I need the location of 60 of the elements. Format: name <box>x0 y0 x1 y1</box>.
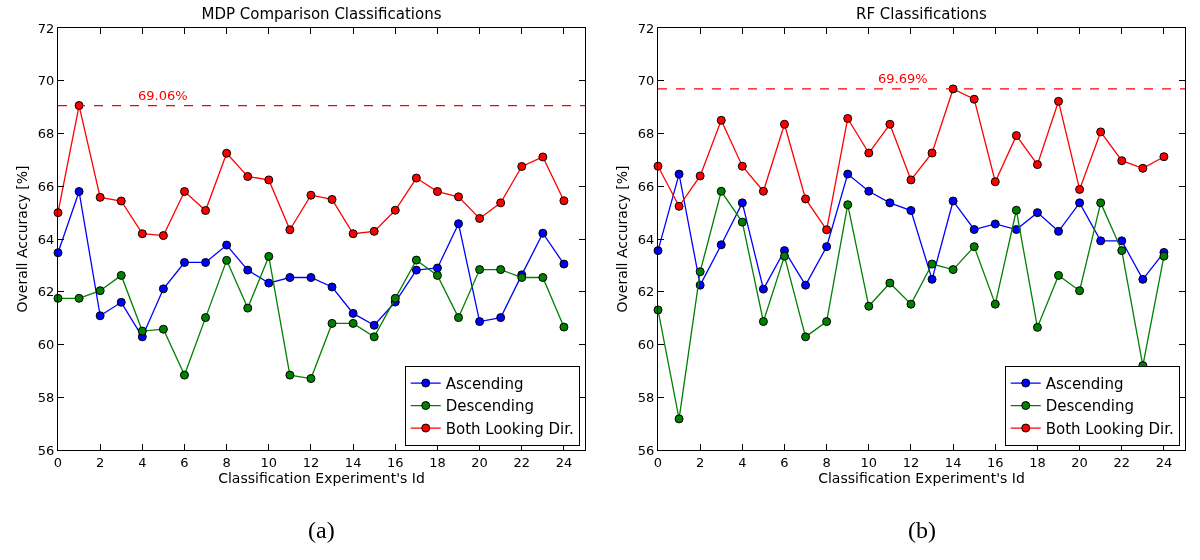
x-tick-label: 16 <box>987 454 1004 470</box>
x-tick-label: 22 <box>513 454 531 470</box>
x-tick-label: 12 <box>902 454 920 470</box>
x-tick-label: 18 <box>1029 454 1046 470</box>
y-tick-label: 68 <box>37 126 55 142</box>
legend-label: Descending <box>1045 397 1135 416</box>
x-tick-label: 2 <box>696 454 705 470</box>
annotation: 69.06% <box>138 88 188 103</box>
y-tick-label: 56 <box>37 442 55 458</box>
x-tick-label: 20 <box>1071 454 1088 470</box>
y-axis-title: Overall Accuracy [%] <box>14 165 31 313</box>
x-tick-label: 0 <box>653 454 663 470</box>
x-tick-label: 6 <box>780 454 789 470</box>
text: (a) <box>308 517 335 543</box>
y-tick-label: 72 <box>37 20 55 36</box>
y-tick-label: 72 <box>637 20 655 36</box>
text: (b) <box>908 517 936 543</box>
x-tick-label: 0 <box>53 454 63 470</box>
x-tick-label: 8 <box>822 454 831 470</box>
x-tick-label: 6 <box>180 454 189 470</box>
y-tick-label: 62 <box>637 284 655 300</box>
y-tick-label: 68 <box>637 126 655 142</box>
y-tick-label: 56 <box>637 442 655 458</box>
x-tick-label: 14 <box>344 454 362 470</box>
y-tick-label: 66 <box>637 178 655 194</box>
x-tick-label: 10 <box>260 454 278 470</box>
y-tick-label: 64 <box>637 231 655 247</box>
y-tick-label: 70 <box>37 73 55 89</box>
legend-label: Ascending <box>445 374 524 393</box>
y-tick-label: 62 <box>37 284 55 300</box>
x-tick-label: 24 <box>1155 454 1173 470</box>
y-tick-label: 70 <box>637 73 655 89</box>
x-tick-label: 4 <box>138 454 147 470</box>
y-tick-label: 60 <box>37 337 55 353</box>
x-tick-label: 18 <box>429 454 446 470</box>
chart-title: MDP Comparison Classifications <box>201 4 442 23</box>
legend-label: Both Looking Dir. <box>1045 419 1174 438</box>
x-axis-title: Classification Experiment's Id <box>818 469 1025 486</box>
x-tick-label: 12 <box>302 454 320 470</box>
x-tick-label: 14 <box>944 454 962 470</box>
x-tick-label: 16 <box>387 454 404 470</box>
x-tick-label: 2 <box>96 454 105 470</box>
chart-title: RF Classifications <box>856 4 988 23</box>
x-tick-label: 10 <box>860 454 878 470</box>
y-tick-label: 58 <box>37 389 55 405</box>
y-axis-title: Overall Accuracy [%] <box>614 165 631 313</box>
legend-label: Ascending <box>1045 374 1124 393</box>
x-tick-label: 24 <box>555 454 573 470</box>
x-tick-label: 4 <box>738 454 747 470</box>
y-tick-label: 66 <box>37 178 55 194</box>
annotation: 69.69% <box>878 71 928 86</box>
legend-label: Descending <box>445 397 535 416</box>
x-axis-title: Classification Experiment's Id <box>218 469 425 486</box>
y-tick-label: 64 <box>37 231 55 247</box>
y-tick-label: 58 <box>637 389 655 405</box>
legend-label: Both Looking Dir. <box>445 419 574 438</box>
y-tick-label: 60 <box>637 337 655 353</box>
x-tick-label: 20 <box>471 454 488 470</box>
x-tick-label: 8 <box>222 454 231 470</box>
x-tick-label: 22 <box>1113 454 1131 470</box>
